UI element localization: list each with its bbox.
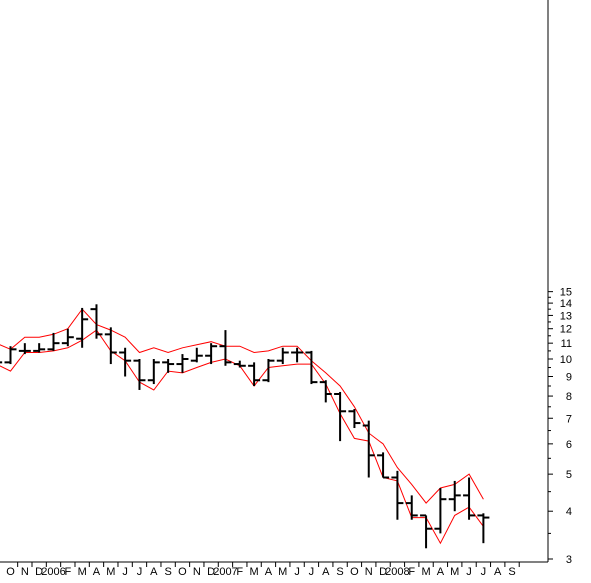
x-tick-label: O xyxy=(350,566,359,578)
x-tick-label: M xyxy=(421,566,430,578)
ohlc-bar xyxy=(305,350,318,385)
y-tick-label: 15 xyxy=(560,287,572,299)
x-tick-label: 2006 xyxy=(41,566,65,578)
x-tick-label: D xyxy=(207,566,215,578)
x-tick-label: 2007 xyxy=(213,566,237,578)
ohlc-bar xyxy=(420,514,433,549)
y-tick-label: 11 xyxy=(561,338,572,350)
x-tick-label: M xyxy=(450,566,459,578)
x-tick-label: S xyxy=(164,566,171,578)
x-tick-label: A xyxy=(437,566,445,578)
ohlc-bar xyxy=(147,359,160,385)
ohlc-bar xyxy=(104,327,117,365)
ohlc-bar xyxy=(4,346,17,365)
x-tick-label: A xyxy=(265,566,273,578)
x-tick-label: N xyxy=(365,566,373,578)
y-tick-label: 14 xyxy=(560,298,572,310)
y-tick-label: 10 xyxy=(560,354,572,366)
x-tick-label: M xyxy=(278,566,287,578)
x-tick-label: S xyxy=(508,566,515,578)
x-tick-label: N xyxy=(21,566,29,578)
ohlc-bar xyxy=(61,328,74,347)
y-tick-label: 5 xyxy=(566,469,572,481)
x-tick-label: D xyxy=(379,566,387,578)
x-tick-label: 2008 xyxy=(385,566,409,578)
x-tick-label: M xyxy=(78,566,87,578)
x-tick-label: D xyxy=(35,566,43,578)
x-tick-label: O xyxy=(6,566,15,578)
ohlc-bar xyxy=(448,480,461,512)
x-tick-label: O xyxy=(178,566,187,578)
ohlc-bar xyxy=(348,409,361,429)
ohlc-bar xyxy=(233,360,246,368)
ohlc-bar xyxy=(362,420,375,478)
ohlc-bar xyxy=(463,477,476,520)
x-tick-label: F xyxy=(408,566,415,578)
ohlc-bar xyxy=(477,513,490,544)
x-tick-label: F xyxy=(236,566,243,578)
ohlc-bar xyxy=(90,304,103,339)
ohlc-bar xyxy=(377,452,390,479)
ohlc-bar xyxy=(248,362,261,386)
y-tick-label: 7 xyxy=(566,413,572,425)
ohlc-bar xyxy=(291,347,304,363)
x-tick-label: A xyxy=(494,566,502,578)
envelope-line-1 xyxy=(0,308,484,504)
y-tick-label: 12 xyxy=(560,324,572,336)
x-tick-label: J xyxy=(122,566,128,578)
ohlc-bar xyxy=(0,361,3,364)
ohlc-bar xyxy=(190,347,203,363)
x-tick-label: F xyxy=(64,566,71,578)
x-tick-label: A xyxy=(150,566,158,578)
ohlc-bar xyxy=(76,307,89,348)
ohlc-bar xyxy=(33,343,46,353)
ohlc-bar xyxy=(219,330,232,366)
ohlc-bar xyxy=(319,380,332,403)
x-tick-label: J xyxy=(481,566,487,578)
x-tick-label: S xyxy=(336,566,343,578)
x-tick-label: J xyxy=(294,566,300,578)
x-tick-label: J xyxy=(466,566,472,578)
ohlc-bar xyxy=(334,391,347,442)
ohlc-bar xyxy=(405,495,418,520)
ohlc-bar xyxy=(391,470,404,520)
x-tick-label: J xyxy=(309,566,315,578)
ohlc-bar xyxy=(205,343,218,365)
x-tick-label: M xyxy=(250,566,259,578)
ohlc-bar xyxy=(434,487,447,534)
y-tick-label: 8 xyxy=(566,391,572,403)
ohlc-bar xyxy=(133,359,146,390)
x-tick-label: J xyxy=(137,566,143,578)
ohlc-bar xyxy=(276,347,289,365)
y-tick-label: 9 xyxy=(566,372,572,384)
ohlc-bar xyxy=(176,354,189,373)
y-tick-label: 3 xyxy=(566,554,572,566)
y-tick-label: 4 xyxy=(566,506,572,518)
ohlc-bar xyxy=(47,332,60,351)
y-tick-label: 6 xyxy=(566,439,572,451)
x-tick-label: A xyxy=(93,566,101,578)
ohlc-bar xyxy=(262,359,275,383)
ohlc-bar xyxy=(162,359,175,373)
ohlc-bar xyxy=(119,347,132,377)
y-tick-label: 13 xyxy=(560,310,572,322)
x-tick-label: A xyxy=(322,566,330,578)
x-tick-label: N xyxy=(193,566,201,578)
ohlc-bar xyxy=(18,343,31,355)
x-tick-label: M xyxy=(106,566,115,578)
price-bars-layer xyxy=(0,304,490,549)
